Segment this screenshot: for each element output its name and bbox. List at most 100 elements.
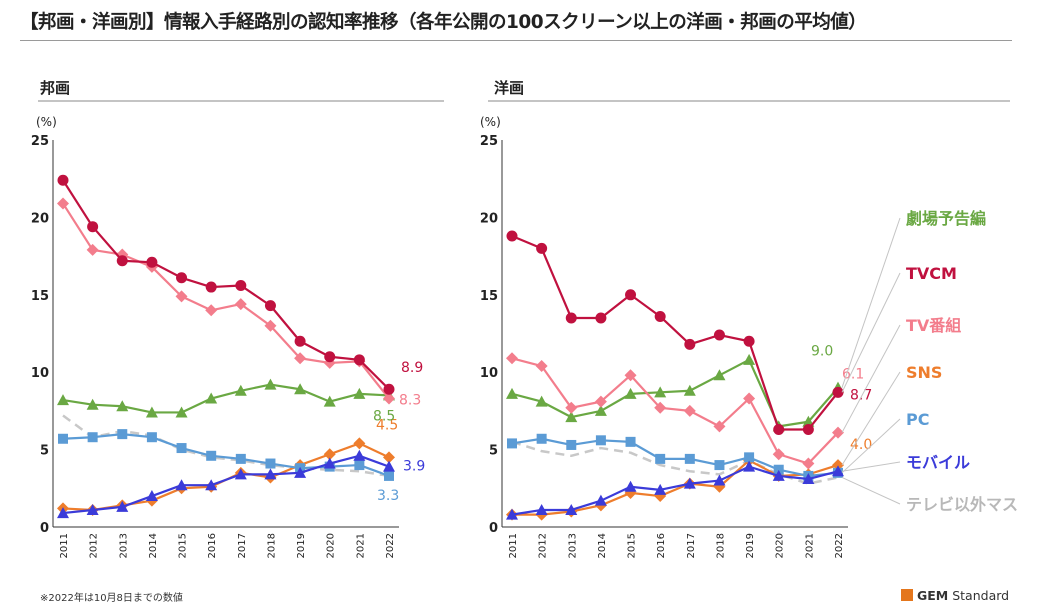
data-point-tv_program	[294, 352, 307, 365]
data-point-tvcm	[595, 312, 607, 324]
data-point-tv_program	[654, 401, 667, 414]
data-point-mobile	[624, 480, 637, 492]
x-tick-label: 2021	[355, 533, 366, 558]
data-point-mobile	[802, 473, 815, 485]
data-point-mobile	[743, 460, 756, 472]
data-point-trailer	[57, 394, 69, 406]
page-title: 【邦画・洋画別】情報入手経路別の認知率推移（各年公開の100スクリーン以上の洋画…	[20, 12, 867, 33]
x-tick-label: 2011	[508, 533, 519, 558]
data-point-tvcm	[205, 281, 217, 293]
series-line-trailer	[511, 358, 839, 428]
data-point-tv_program	[565, 401, 578, 414]
end-value-label-trailer: 9.0	[811, 344, 833, 360]
x-tick-label: 2020	[775, 533, 786, 558]
data-point-tv_program	[264, 319, 277, 332]
data-point-trailer	[565, 411, 578, 423]
legend-leader-line	[841, 272, 901, 393]
data-point-pc	[117, 429, 128, 440]
y-tick-label: 25	[31, 134, 49, 149]
data-point-tvcm	[565, 312, 577, 324]
x-tick-label: 2013	[118, 533, 129, 558]
data-point-pc	[773, 464, 784, 475]
series-line-tv_program	[511, 357, 839, 465]
footnote: ※2022年は10月8日までの数値	[40, 593, 183, 604]
data-point-pc	[684, 453, 695, 464]
y-tick-label: 25	[480, 134, 498, 149]
x-tick-label: 2017	[686, 533, 697, 558]
data-point-tvcm	[264, 300, 276, 312]
data-point-tv_program	[506, 352, 518, 365]
data-point-trailer	[743, 353, 756, 365]
data-point-pc	[507, 438, 517, 449]
legend-leader-line	[841, 371, 901, 466]
data-point-trailer	[506, 387, 518, 399]
y-tick-label: 20	[31, 211, 49, 226]
data-point-tv_program	[86, 243, 99, 256]
data-point-trailer	[353, 387, 366, 399]
end-value-label-sns: 4.0	[850, 437, 872, 453]
data-point-mobile	[205, 479, 218, 491]
data-point-mobile	[506, 508, 518, 520]
x-tick-label: 2012	[89, 533, 100, 558]
data-point-mobile	[832, 465, 844, 477]
y-axis-unit-label: (%)	[480, 115, 501, 129]
data-point-pc	[655, 453, 666, 464]
data-point-tv_program	[743, 392, 756, 405]
end-value-label-tv_program: 8.3	[399, 393, 421, 409]
panel-title: 邦画	[40, 79, 70, 97]
data-point-tvcm	[832, 386, 844, 398]
data-point-pc	[536, 433, 547, 444]
data-point-trailer	[713, 369, 726, 381]
x-tick-label: 2017	[237, 533, 248, 558]
brand-name-bold: GEM	[917, 587, 949, 603]
data-point-tv_program	[802, 457, 815, 470]
data-point-tv_program	[57, 197, 69, 210]
chart-panel-yougaku: 洋画 (%) 0 5 10 15 20 25 2011 2012 2013 2014 2015 2016 2…	[480, 79, 1010, 558]
data-point-tvcm	[353, 354, 365, 366]
end-value-label-pc: 3.3	[377, 488, 399, 504]
data-point-pc	[176, 443, 187, 454]
y-tick-label: 15	[31, 289, 49, 304]
y-tick-label: 0	[489, 521, 498, 536]
data-point-pc	[744, 452, 755, 463]
legend-leader-line	[841, 418, 901, 474]
data-point-pc	[566, 439, 577, 450]
data-point-trailer	[323, 395, 336, 407]
y-tick-label: 10	[480, 366, 498, 381]
data-point-tv_program	[713, 420, 726, 433]
data-point-tv_program	[772, 448, 785, 461]
data-point-tvcm	[536, 242, 548, 254]
brand-logo: GEM Standard	[901, 586, 1009, 604]
data-point-mobile	[175, 479, 188, 491]
data-point-mobile	[713, 474, 726, 486]
data-point-pc	[625, 436, 636, 447]
y-tick-label: 15	[480, 289, 498, 304]
end-value-label-trailer: 8.5	[373, 408, 395, 424]
title-divider	[20, 40, 1012, 41]
end-value-label-tvcm: 8.9	[401, 360, 423, 376]
data-point-tvcm	[116, 255, 128, 267]
data-point-sns	[353, 437, 366, 450]
legend-leader-line	[841, 461, 901, 472]
data-point-trailer	[116, 400, 129, 412]
data-point-tv_program	[683, 404, 696, 417]
data-point-trailer	[264, 378, 277, 390]
y-axis-unit-label: (%)	[36, 115, 57, 129]
series-line-tv_outside	[511, 440, 839, 485]
data-point-pc	[58, 433, 68, 444]
data-point-mobile	[535, 503, 548, 515]
legend-label-tv_program: TV番組	[906, 316, 961, 335]
data-point-mobile	[565, 503, 578, 515]
y-tick-label: 20	[480, 211, 498, 226]
x-tick-label: 2022	[834, 533, 845, 558]
legend-label-pc: PC	[906, 410, 929, 429]
data-point-tvcm	[506, 230, 518, 242]
end-value-label-sns: 4.5	[376, 417, 398, 433]
legend-label-trailer: 劇場予告編	[906, 209, 986, 228]
data-point-mobile	[383, 460, 395, 472]
x-tick-label: 2015	[627, 533, 638, 558]
data-point-mobile	[654, 483, 667, 495]
data-point-tvcm	[146, 256, 158, 268]
